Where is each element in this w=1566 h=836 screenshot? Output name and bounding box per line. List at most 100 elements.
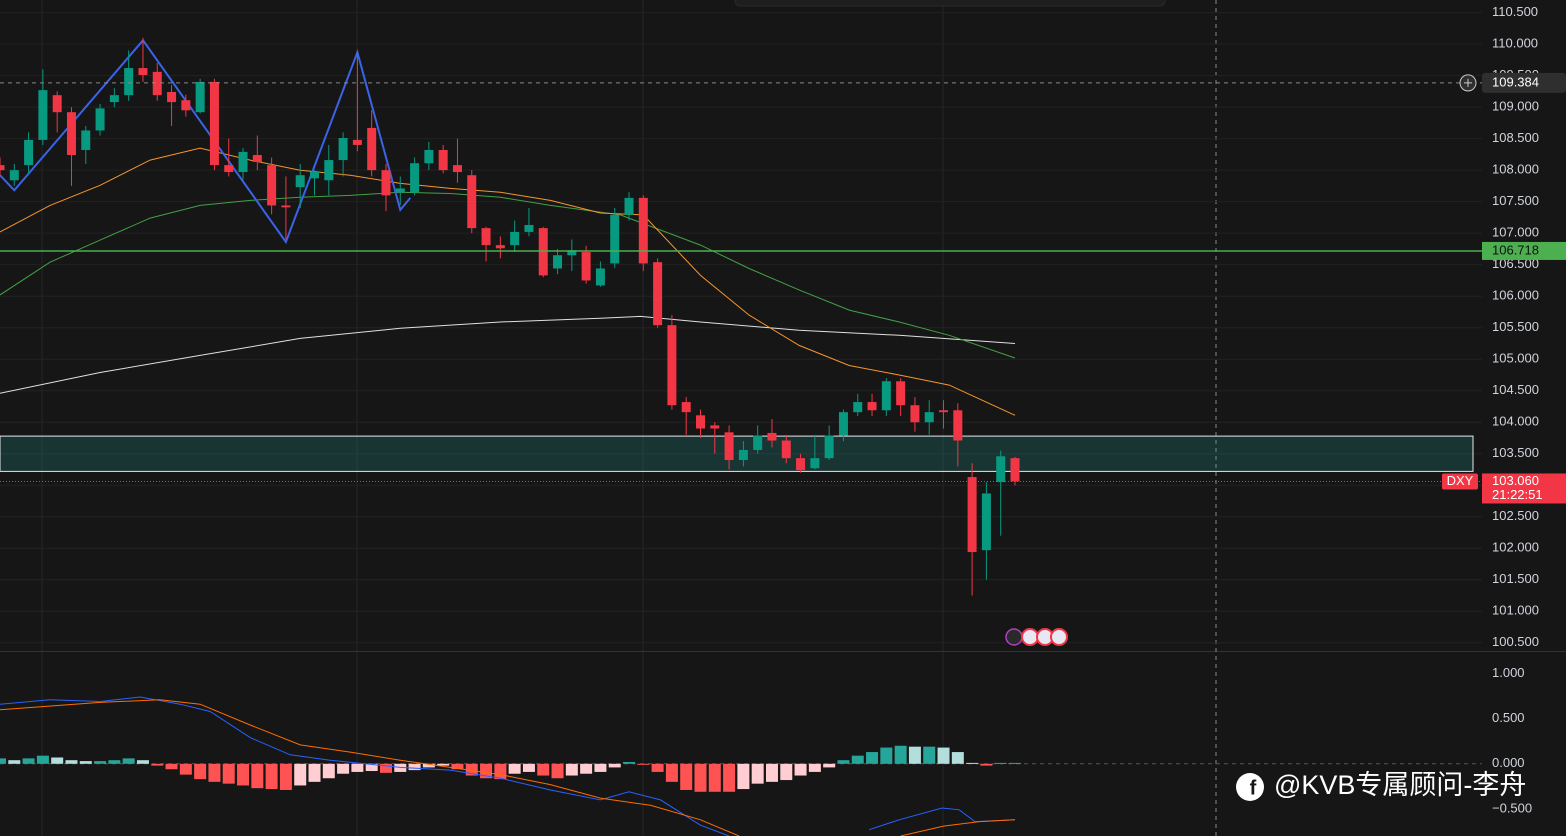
candle-body	[610, 214, 620, 264]
histogram-bar	[94, 761, 107, 764]
toolbar	[734, 0, 1166, 7]
candle-body	[295, 175, 305, 188]
histogram-bar	[594, 763, 607, 772]
candle-body	[410, 163, 420, 193]
candle-body	[939, 410, 949, 413]
histogram-bar	[79, 761, 92, 764]
histogram-bar	[422, 763, 435, 768]
histogram-bar	[1009, 762, 1021, 764]
histogram-bar	[508, 763, 521, 774]
candle-body	[510, 231, 520, 246]
candle-body	[367, 127, 377, 171]
candle-body	[152, 71, 162, 96]
y-tick-label: 107.500	[1492, 193, 1539, 208]
candle-body	[209, 81, 219, 166]
candle-body	[38, 90, 48, 140]
histogram-bar	[322, 763, 335, 779]
histogram-bar	[351, 763, 364, 772]
y-tick-label: 110.500	[1492, 4, 1538, 19]
crosshair-badge	[1482, 72, 1566, 93]
candle-body	[538, 228, 548, 276]
candle-body	[824, 435, 834, 459]
y-tick-label: 106.000	[1492, 288, 1539, 303]
event-icons	[1005, 628, 1068, 646]
candle-body	[896, 381, 906, 406]
candle-body	[109, 95, 119, 103]
candle-body	[195, 81, 205, 113]
histogram-bar	[637, 763, 650, 765]
candle-body	[352, 139, 362, 145]
candle-body	[395, 188, 405, 193]
histogram-bar	[537, 763, 550, 776]
histogram-bar	[937, 747, 950, 764]
add-icon	[1464, 78, 1472, 87]
histogram-bar	[379, 763, 392, 773]
histogram-bar	[365, 763, 378, 772]
histogram-bar	[8, 760, 21, 764]
candle-body	[424, 149, 434, 164]
candle-body	[967, 477, 977, 553]
histogram-bar	[151, 763, 164, 766]
histogram-bar	[623, 762, 636, 764]
macd-line	[0, 699, 1016, 836]
y-tick-label: 108.500	[1492, 130, 1539, 145]
y-tick-label: 105.500	[1492, 319, 1539, 334]
histogram-bar	[808, 763, 821, 772]
zone	[0, 435, 1474, 472]
symbol-label: DXY	[1447, 473, 1474, 488]
candle-body	[24, 139, 34, 166]
support-badge	[1482, 241, 1566, 260]
histogram-bar	[0, 758, 6, 764]
y-tick-label: 103.500	[1492, 445, 1539, 460]
overlay-line	[0, 315, 1016, 394]
histogram-bar	[923, 746, 936, 764]
candle-body	[867, 402, 877, 411]
candle-body	[452, 165, 462, 173]
histogram-bar	[880, 747, 893, 764]
histogram-bar	[51, 757, 64, 764]
y-tick-label: 109.000	[1492, 99, 1539, 114]
candle-body	[481, 228, 491, 246]
watermark-text: @KVB专属顾问-李舟	[1274, 770, 1526, 800]
candle-body	[695, 415, 705, 429]
histogram-bar	[651, 763, 664, 772]
histogram-bar	[165, 763, 178, 770]
histogram-bar	[522, 763, 535, 772]
candle-body	[595, 268, 605, 286]
candle-body	[767, 432, 777, 441]
y-tick-label: 107.000	[1492, 225, 1539, 240]
histogram-bar	[294, 763, 307, 786]
histogram-bar	[36, 755, 49, 764]
candle-body	[881, 381, 891, 411]
candle-body	[267, 165, 277, 206]
histogram-bar	[136, 760, 149, 764]
histogram-bar	[708, 763, 721, 792]
y-tick-label: 101.500	[1492, 571, 1539, 586]
candle-body	[553, 255, 563, 269]
histogram-bar	[723, 763, 736, 792]
y-tick-label: 105.000	[1492, 351, 1539, 366]
candle-body	[310, 172, 320, 179]
histogram-bar	[265, 763, 278, 790]
watermark: f @KVB专属顾问-李舟	[1236, 770, 1526, 801]
candle-body	[710, 425, 720, 429]
candle-body	[724, 432, 734, 461]
histogram-bar	[580, 763, 593, 774]
candle-body	[981, 493, 991, 551]
histogram-bar	[408, 763, 421, 771]
histogram-bar	[551, 763, 564, 779]
histogram-bar	[565, 763, 578, 776]
y-tick-label: −0.500	[1492, 800, 1532, 815]
candle-body	[9, 170, 19, 181]
histogram-bar	[451, 763, 464, 770]
candle-body	[781, 440, 791, 459]
candle-body	[953, 410, 963, 441]
histogram-bar	[251, 763, 264, 789]
y-tick-label: 0.500	[1492, 710, 1525, 725]
candle-body	[495, 245, 505, 249]
histogram-bar	[765, 763, 778, 782]
y-tick-label: 108.000	[1492, 162, 1539, 177]
candle-body	[853, 402, 863, 413]
candle-body	[167, 92, 177, 103]
